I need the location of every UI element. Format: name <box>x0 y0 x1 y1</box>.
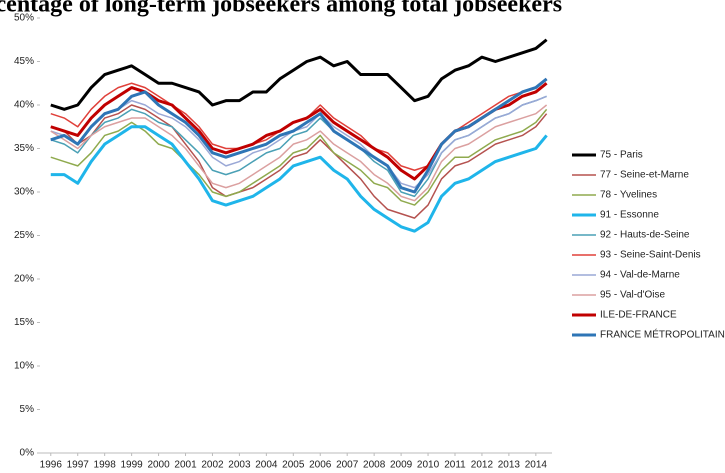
y-tick-label: 0% <box>20 448 35 459</box>
legend-label: 93 - Seine-Saint-Denis <box>600 250 701 261</box>
legend-label: 94 - Val-de-Marne <box>600 270 680 281</box>
x-tick-label: 2000 <box>147 460 170 471</box>
x-tick-label: 2003 <box>228 460 251 471</box>
x-tick-label: 1999 <box>120 460 143 471</box>
series-line <box>50 108 548 206</box>
x-tick-label: 1998 <box>94 460 117 471</box>
x-tick-label: 2009 <box>390 460 413 471</box>
x-tick-label: 2005 <box>282 460 305 471</box>
series-line <box>50 125 548 233</box>
x-tick-label: 2014 <box>525 460 548 471</box>
y-tick-label: 40% <box>14 100 34 111</box>
x-tick-label: 2011 <box>444 460 466 471</box>
y-tick-label: 15% <box>14 317 34 328</box>
y-tick-label: 10% <box>14 361 34 372</box>
x-tick-label: 2004 <box>255 460 278 471</box>
y-tick-label: 5% <box>20 404 35 415</box>
x-tick-label: 2002 <box>201 460 224 471</box>
x-tick-label: 1997 <box>67 460 90 471</box>
y-tick-label: 50% <box>14 13 34 24</box>
series-line <box>50 77 548 194</box>
series-line <box>50 38 548 111</box>
x-tick-label: 2006 <box>309 460 332 471</box>
legend-label: FRANCE MÉTROPOLITAINE <box>600 328 725 341</box>
legend-label: 92 - Hauts-de-Seine <box>600 230 690 241</box>
x-tick-label: 2007 <box>336 460 359 471</box>
y-tick-label: 25% <box>14 230 34 241</box>
x-tick-label: 2001 <box>174 460 197 471</box>
series-line <box>50 95 547 198</box>
legend-label: 75 - Paris <box>600 150 643 161</box>
x-tick-label: 2010 <box>417 460 440 471</box>
x-tick-label: 2013 <box>498 460 521 471</box>
legend-label: 95 - Val-d'Oise <box>600 290 666 301</box>
legend-label: 77 - Seine-et-Marne <box>600 170 689 181</box>
y-tick-label: 20% <box>14 274 34 285</box>
series-line <box>50 104 548 219</box>
legend-label: 91 - Essonne <box>600 210 659 221</box>
legend-label: 78 - Yvelines <box>600 190 657 201</box>
x-tick-label: 1996 <box>40 460 63 471</box>
x-tick-label: 2008 <box>363 460 386 471</box>
series-line <box>50 95 547 189</box>
y-tick-label: 35% <box>14 143 34 154</box>
legend-label: ILE-DE-FRANCE <box>600 310 677 321</box>
y-tick-label: 45% <box>14 56 34 67</box>
chart-title: Percentage of long-term jobseekers among… <box>0 0 562 18</box>
x-tick-label: 2012 <box>471 460 494 471</box>
series-line <box>50 104 548 202</box>
y-tick-label: 30% <box>14 187 34 198</box>
